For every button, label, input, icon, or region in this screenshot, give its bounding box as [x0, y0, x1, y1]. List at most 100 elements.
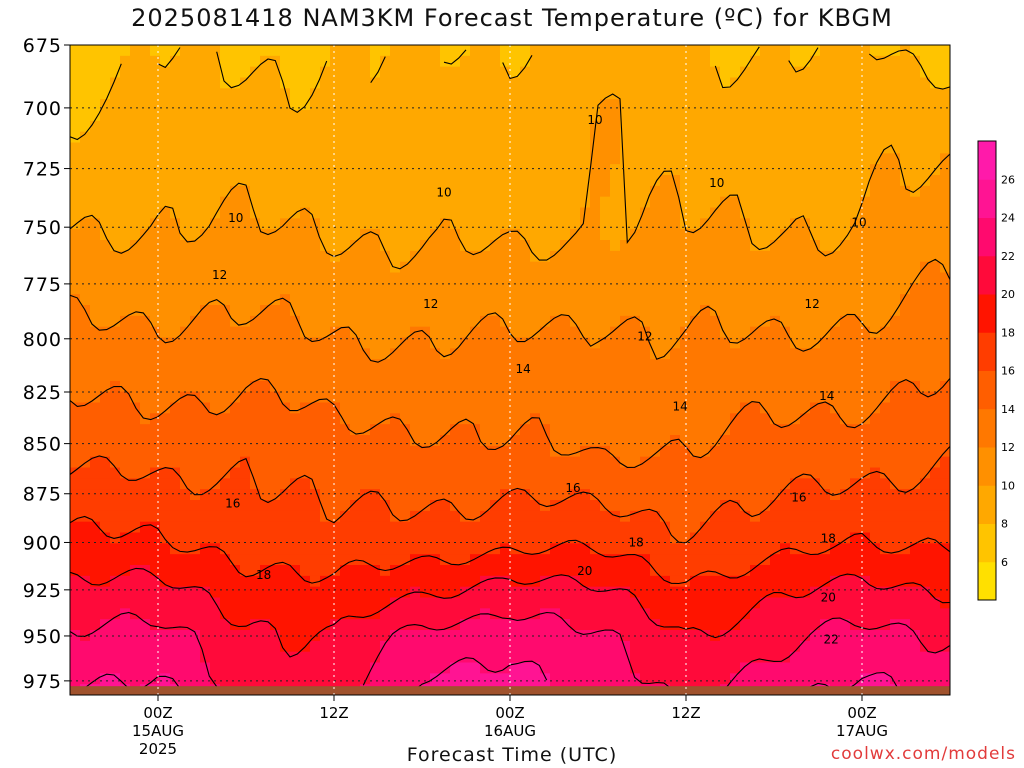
- temperature-cell: [520, 153, 531, 165]
- temperature-cell: [810, 240, 821, 252]
- temperature-cell: [740, 424, 751, 436]
- temperature-cell: [100, 467, 111, 479]
- temperature-cell: [150, 66, 161, 79]
- temperature-cell: [560, 435, 571, 447]
- temperature-cell: [160, 261, 171, 274]
- temperature-cell: [800, 229, 811, 241]
- temperature-cell: [650, 175, 661, 187]
- temperature-cell: [150, 294, 161, 306]
- temperature-cell: [800, 586, 811, 599]
- temperature-cell: [240, 435, 251, 447]
- temperature-cell: [330, 575, 341, 588]
- temperature-cell: [150, 651, 161, 664]
- temperature-cell: [610, 175, 621, 187]
- temperature-cell: [800, 445, 811, 458]
- temperature-cell: [890, 175, 901, 187]
- temperature-cell: [150, 45, 161, 57]
- temperature-cell: [510, 240, 521, 252]
- temperature-cell: [220, 185, 231, 198]
- temperature-cell: [210, 380, 221, 393]
- temperature-cell: [180, 380, 191, 393]
- temperature-cell: [730, 66, 741, 79]
- temperature-cell: [140, 630, 151, 642]
- temperature-cell: [690, 229, 701, 241]
- temperature-cell: [640, 164, 651, 176]
- temperature-cell: [590, 305, 601, 317]
- temperature-cell: [290, 543, 301, 555]
- temperature-cell: [530, 565, 541, 577]
- temperature-cell: [480, 88, 491, 100]
- temperature-cell: [760, 164, 771, 176]
- temperature-cell: [850, 315, 861, 328]
- temperature-cell: [120, 348, 131, 360]
- temperature-cell: [890, 283, 901, 295]
- temperature-cell: [470, 326, 481, 339]
- temperature-cell: [800, 402, 811, 414]
- temperature-cell: [800, 207, 811, 219]
- temperature-cell: [450, 305, 461, 317]
- temperature-cell: [280, 283, 291, 295]
- temperature-cell: [800, 543, 811, 555]
- temperature-cell: [540, 142, 551, 154]
- temperature-cell: [240, 315, 251, 328]
- temperature-cell: [440, 575, 451, 588]
- temperature-cell: [150, 597, 161, 609]
- temperature-cell: [870, 532, 881, 544]
- temperature-cell: [700, 88, 711, 100]
- temperature-cell: [540, 294, 551, 306]
- temperature-cell: [220, 305, 231, 317]
- temperature-cell: [470, 229, 481, 241]
- temperature-cell: [790, 424, 801, 436]
- temperature-cell: [470, 391, 481, 404]
- temperature-cell: [150, 359, 161, 371]
- temperature-cell: [690, 402, 701, 414]
- temperature-cell: [120, 196, 131, 209]
- temperature-cell: [70, 240, 81, 252]
- temperature-cell: [610, 337, 621, 349]
- temperature-cell: [440, 88, 451, 100]
- temperature-cell: [650, 630, 661, 642]
- temperature-cell: [300, 521, 311, 534]
- temperature-cell: [460, 348, 471, 360]
- temperature-cell: [520, 110, 531, 122]
- temperature-cell: [780, 391, 791, 404]
- temperature-cell: [870, 500, 881, 512]
- temperature-cell: [130, 478, 141, 490]
- temperature-cell: [150, 532, 161, 544]
- temperature-cell: [340, 142, 351, 154]
- temperature-cell: [570, 380, 581, 393]
- temperature-cell: [490, 445, 501, 458]
- temperature-cell: [630, 597, 641, 609]
- temperature-cell: [220, 337, 231, 349]
- temperature-cell: [530, 142, 541, 154]
- temperature-cell: [550, 630, 561, 642]
- temperature-cell: [80, 435, 91, 447]
- temperature-cell: [120, 175, 131, 187]
- temperature-cell: [280, 240, 291, 252]
- temperature-cell: [670, 326, 681, 339]
- temperature-cell: [300, 359, 311, 371]
- temperature-cell: [470, 175, 481, 187]
- temperature-cell: [420, 402, 431, 414]
- temperature-cell: [430, 370, 441, 382]
- temperature-cell: [740, 445, 751, 458]
- temperature-cell: [630, 175, 641, 187]
- temperature-cell: [480, 554, 491, 566]
- temperature-cell: [120, 402, 131, 414]
- temperature-cell: [600, 110, 611, 122]
- temperature-cell: [180, 565, 191, 577]
- temperature-cell: [140, 640, 151, 653]
- temperature-cell: [620, 543, 631, 555]
- temperature-cell: [840, 380, 851, 393]
- temperature-cell: [90, 218, 101, 230]
- temperature-cell: [320, 77, 331, 89]
- temperature-cell: [230, 348, 241, 360]
- temperature-cell: [740, 456, 751, 469]
- temperature-cell: [570, 575, 581, 588]
- temperature-cell: [560, 305, 571, 317]
- temperature-cell: [630, 88, 641, 100]
- temperature-cell: [410, 673, 421, 685]
- temperature-cell: [810, 521, 821, 534]
- temperature-cell: [500, 500, 511, 512]
- temperature-cell: [130, 402, 141, 414]
